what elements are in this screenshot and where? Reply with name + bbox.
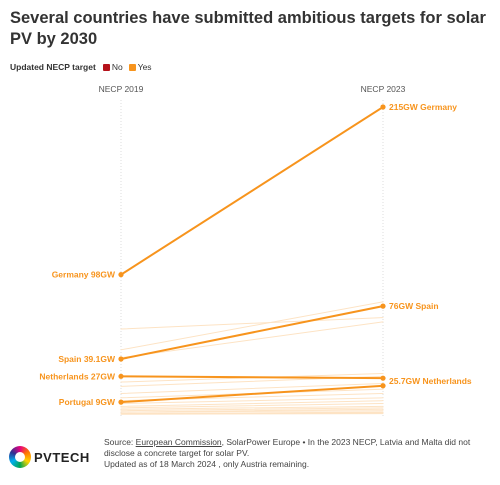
legend-item-yes: Yes bbox=[128, 62, 152, 72]
label-start-netherlands: Netherlands 27GW bbox=[39, 371, 116, 381]
x-label-2023: NECP 2023 bbox=[361, 84, 406, 94]
point-portugal-2019 bbox=[118, 399, 124, 405]
point-netherlands-2023 bbox=[380, 375, 386, 381]
series-line-other-6 bbox=[120, 321, 384, 359]
pvtech-logo: PVTECH bbox=[9, 446, 90, 468]
legend-label: Updated NECP target bbox=[10, 62, 96, 72]
label-end-germany: 215GW Germany bbox=[389, 102, 457, 112]
point-germany-2023 bbox=[380, 104, 386, 110]
legend-swatch-no bbox=[102, 63, 110, 71]
series-line-netherlands bbox=[120, 375, 384, 380]
highlighted-lines bbox=[118, 104, 386, 405]
series-line-other-18 bbox=[120, 410, 384, 413]
label-end-spain: 76GW Spain bbox=[389, 301, 439, 311]
updated-note: Updated as of 18 March 2024 , only Austr… bbox=[104, 459, 310, 469]
label-start-portugal: Portugal 9GW bbox=[59, 397, 116, 407]
series-line-other-16 bbox=[120, 407, 384, 412]
line-labels: Germany 98GW 215GW Germany Spain 39.1GW 76G… bbox=[39, 102, 472, 407]
series-line-other-20 bbox=[120, 412, 384, 415]
footer-note: Source: European Commission, SolarPower … bbox=[104, 437, 494, 470]
series-line-other-12 bbox=[120, 397, 384, 405]
legend-text-yes: Yes bbox=[137, 62, 152, 72]
source-label: Source: bbox=[104, 437, 134, 447]
source-rest: , SolarPower Europe • In the 2023 NECP, … bbox=[104, 437, 471, 458]
series-line-other-21 bbox=[120, 413, 384, 415]
series-line-other-9 bbox=[120, 382, 384, 395]
series-line-germany bbox=[120, 106, 384, 276]
background-lines bbox=[120, 301, 384, 415]
legend-swatch-yes bbox=[128, 63, 136, 71]
label-start-spain: Spain 39.1GW bbox=[58, 354, 116, 364]
legend-item-no: No bbox=[102, 62, 123, 72]
legend: Updated NECP target No Yes bbox=[10, 62, 154, 72]
x-label-2019: NECP 2019 bbox=[99, 84, 144, 94]
legend-text-no: No bbox=[111, 62, 123, 72]
series-line-other-13 bbox=[120, 400, 384, 407]
label-start-germany: Germany 98GW bbox=[52, 270, 116, 280]
series-line-portugal bbox=[120, 384, 384, 404]
series-line-other-5 bbox=[120, 317, 384, 330]
logo-mark-icon bbox=[9, 446, 31, 468]
source-link[interactable]: European Commission bbox=[135, 437, 222, 447]
logo-wordmark: PVTECH bbox=[34, 449, 90, 465]
series-line-other-15 bbox=[120, 405, 384, 410]
label-end-netherlands: 25.7GW Netherlands bbox=[389, 376, 472, 386]
series-line-other-4 bbox=[120, 301, 384, 351]
point-germany-2019 bbox=[118, 272, 124, 278]
chart-title: Several countries have submitted ambitio… bbox=[10, 9, 486, 48]
point-spain-2019 bbox=[118, 356, 124, 362]
point-spain-2023 bbox=[380, 303, 386, 309]
point-portugal-2023 bbox=[380, 383, 386, 389]
series-line-spain bbox=[120, 305, 384, 360]
point-netherlands-2019 bbox=[118, 373, 124, 379]
series-line-other-14 bbox=[120, 403, 384, 409]
